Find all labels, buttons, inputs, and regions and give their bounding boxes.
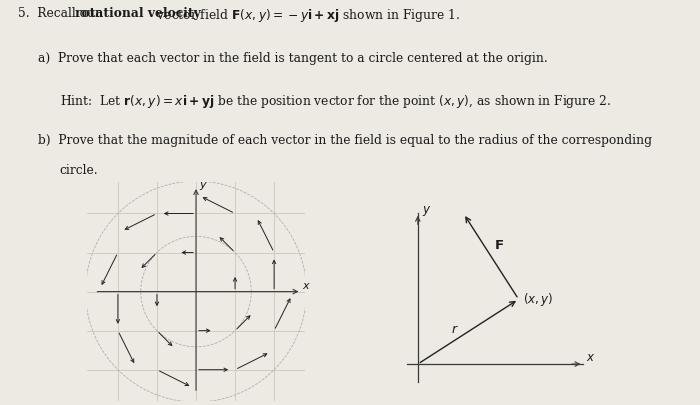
Text: 5.  Recall our: 5. Recall our	[18, 7, 104, 20]
Text: vector field $\bf{F}$$(x, y) = -y\bf{i} + x\bf{j}$ shown in Figure 1.: vector field $\bf{F}$$(x, y) = -y\bf{i} …	[153, 7, 460, 24]
Text: rotational velocity: rotational velocity	[75, 7, 201, 20]
Text: $x$: $x$	[302, 281, 312, 291]
Text: $r$: $r$	[452, 323, 459, 336]
Text: b)  Prove that the magnitude of each vector in the field is equal to the radius : b) Prove that the magnitude of each vect…	[38, 134, 652, 147]
Text: circle.: circle.	[60, 164, 98, 177]
Text: Hint:  Let $\bf{r}$$(x, y) = x\bf{i} + y\bf{j}$ be the position vector for the p: Hint: Let $\bf{r}$$(x, y) = x\bf{i} + y\…	[60, 93, 610, 110]
Text: $y$: $y$	[199, 180, 208, 192]
Text: $y$: $y$	[422, 204, 431, 218]
Text: a)  Prove that each vector in the field is tangent to a circle centered at the o: a) Prove that each vector in the field i…	[38, 52, 548, 65]
Text: $(x, y)$: $(x, y)$	[523, 291, 553, 308]
Text: $\bf{F}$: $\bf{F}$	[494, 239, 504, 252]
Text: $x$: $x$	[586, 351, 595, 364]
